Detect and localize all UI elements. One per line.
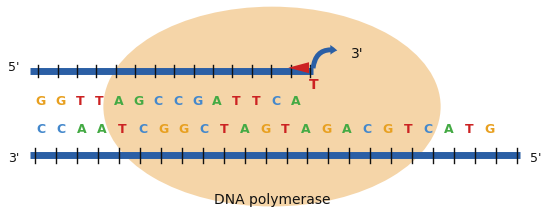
Text: T: T — [404, 123, 412, 136]
Text: G: G — [178, 123, 189, 136]
Text: T: T — [281, 123, 290, 136]
Text: C: C — [36, 123, 45, 136]
Text: A: A — [97, 123, 107, 136]
Text: C: C — [138, 123, 147, 136]
Text: T: T — [232, 95, 241, 107]
Text: T: T — [118, 123, 127, 136]
Text: G: G — [55, 95, 65, 107]
Text: C: C — [363, 123, 372, 136]
Text: G: G — [36, 95, 46, 107]
Text: A: A — [444, 123, 454, 136]
Text: G: G — [260, 123, 270, 136]
Text: 3': 3' — [351, 47, 363, 61]
Text: T: T — [252, 95, 261, 107]
Text: A: A — [114, 95, 124, 107]
Text: G: G — [382, 123, 393, 136]
Text: 5': 5' — [8, 61, 20, 74]
Text: G: G — [485, 123, 494, 136]
Text: T: T — [95, 95, 104, 107]
Text: G: G — [193, 95, 202, 107]
Text: C: C — [424, 123, 433, 136]
Text: C: C — [271, 95, 280, 107]
Text: A: A — [301, 123, 311, 136]
Text: A: A — [290, 95, 300, 107]
FancyArrowPatch shape — [311, 45, 337, 69]
Text: A: A — [77, 123, 86, 136]
Text: G: G — [158, 123, 168, 136]
Text: G: G — [134, 95, 144, 107]
Text: A: A — [342, 123, 351, 136]
Text: 5': 5' — [530, 152, 542, 165]
Text: T: T — [465, 123, 473, 136]
Text: T: T — [220, 123, 228, 136]
Text: C: C — [57, 123, 66, 136]
Text: C: C — [174, 95, 182, 107]
Text: C: C — [200, 123, 208, 136]
Text: A: A — [212, 95, 222, 107]
Text: DNA polymerase: DNA polymerase — [214, 193, 330, 207]
Text: T: T — [308, 78, 318, 93]
Text: T: T — [76, 95, 84, 107]
Text: 3': 3' — [8, 152, 19, 165]
Ellipse shape — [103, 7, 441, 206]
Text: C: C — [154, 95, 163, 107]
Text: A: A — [240, 123, 250, 136]
Polygon shape — [288, 62, 309, 73]
Text: G: G — [322, 123, 331, 136]
